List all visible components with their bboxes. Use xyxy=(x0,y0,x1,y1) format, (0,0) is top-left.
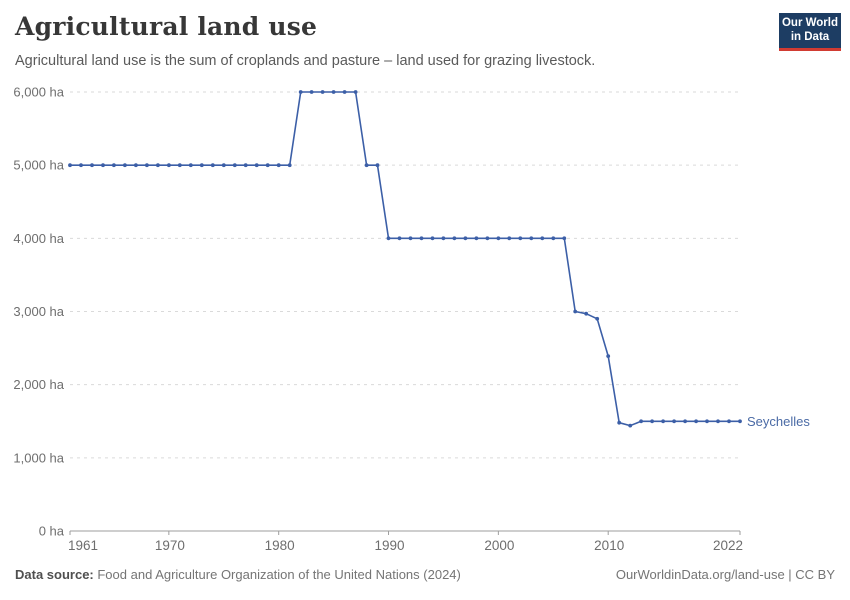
data-point[interactable] xyxy=(134,163,138,168)
data-point[interactable] xyxy=(364,163,369,168)
data-point[interactable] xyxy=(573,309,578,314)
data-point[interactable] xyxy=(430,236,435,241)
entity-label-seychelles[interactable]: Seychelles xyxy=(747,414,810,429)
data-point[interactable] xyxy=(386,236,391,241)
data-point[interactable] xyxy=(650,419,654,424)
data-point[interactable] xyxy=(716,419,720,424)
data-point[interactable] xyxy=(727,419,731,424)
y-tick-label: 2,000 ha xyxy=(13,377,64,392)
data-point[interactable] xyxy=(353,90,358,94)
data-point[interactable] xyxy=(496,236,501,241)
data-point[interactable] xyxy=(221,163,226,168)
x-tick-label: 1961 xyxy=(68,538,98,553)
data-point[interactable] xyxy=(309,90,314,94)
data-source-label: Data source: xyxy=(15,567,94,582)
x-tick-label: 1970 xyxy=(155,538,185,553)
data-point[interactable] xyxy=(156,163,160,168)
y-tick-label: 6,000 ha xyxy=(13,85,64,100)
data-point[interactable] xyxy=(79,163,83,168)
data-point[interactable] xyxy=(661,419,665,424)
y-tick-label: 1,000 ha xyxy=(13,450,64,465)
x-tick-label: 1980 xyxy=(265,538,295,553)
y-tick-label: 3,000 ha xyxy=(13,304,64,319)
y-tick-label: 5,000 ha xyxy=(13,158,64,173)
owid-credit-link[interactable]: OurWorldinData.org/land-use | CC BY xyxy=(615,567,835,582)
data-point[interactable] xyxy=(145,163,149,168)
data-point[interactable] xyxy=(474,236,479,241)
data-point[interactable] xyxy=(112,163,116,168)
data-point[interactable] xyxy=(375,163,380,168)
data-point[interactable] xyxy=(101,163,105,168)
data-point[interactable] xyxy=(320,90,325,94)
data-point[interactable] xyxy=(232,163,237,168)
y-tick-label: 4,000 ha xyxy=(13,231,64,246)
data-point[interactable] xyxy=(452,236,457,241)
data-point[interactable] xyxy=(397,236,402,241)
data-point[interactable] xyxy=(342,90,347,94)
x-tick-label: 1990 xyxy=(375,538,405,553)
data-point[interactable] xyxy=(617,420,622,425)
data-point[interactable] xyxy=(705,419,709,424)
data-point[interactable] xyxy=(419,236,424,241)
data-point[interactable] xyxy=(672,419,676,424)
data-point[interactable] xyxy=(199,163,204,168)
data-point[interactable] xyxy=(90,163,94,168)
x-tick-label: 2000 xyxy=(484,538,514,553)
data-point[interactable] xyxy=(287,163,292,168)
data-point[interactable] xyxy=(529,236,534,241)
data-point[interactable] xyxy=(683,419,687,424)
data-point[interactable] xyxy=(584,311,589,316)
data-point[interactable] xyxy=(628,423,633,428)
data-point[interactable] xyxy=(331,90,336,94)
data-point[interactable] xyxy=(210,163,215,168)
data-point[interactable] xyxy=(551,236,556,241)
data-point[interactable] xyxy=(595,316,600,321)
data-point[interactable] xyxy=(254,163,259,168)
owid-logo[interactable]: Our World in Data xyxy=(779,13,841,51)
data-point[interactable] xyxy=(507,236,512,241)
data-point[interactable] xyxy=(485,236,490,241)
data-point[interactable] xyxy=(441,236,446,241)
x-tick-label: 2010 xyxy=(594,538,624,553)
page-title: Agricultural land use xyxy=(15,12,318,41)
data-point[interactable] xyxy=(639,419,643,424)
data-point[interactable] xyxy=(408,236,413,241)
chart-subtitle: Agricultural land use is the sum of crop… xyxy=(15,53,596,69)
data-point[interactable] xyxy=(177,163,182,168)
data-point[interactable] xyxy=(518,236,523,241)
owid-logo-line1: Our World xyxy=(781,17,838,29)
data-source-note: Data source: Food and Agriculture Organi… xyxy=(15,567,461,582)
data-point[interactable] xyxy=(298,90,303,94)
data-point[interactable] xyxy=(738,419,742,424)
data-source-text: Food and Agriculture Organization of the… xyxy=(93,567,461,582)
data-point[interactable] xyxy=(68,163,72,168)
data-point[interactable] xyxy=(123,163,127,168)
data-point[interactable] xyxy=(167,163,171,168)
data-point[interactable] xyxy=(694,419,698,424)
data-point[interactable] xyxy=(265,163,270,168)
data-point[interactable] xyxy=(540,236,545,241)
y-tick-label: 0 ha xyxy=(39,524,65,539)
series-line-seychelles[interactable] xyxy=(70,91,740,427)
data-point[interactable] xyxy=(606,354,611,358)
data-point[interactable] xyxy=(463,236,468,241)
x-tick-label: 2022 xyxy=(713,538,743,553)
data-point[interactable] xyxy=(276,163,281,168)
data-point[interactable] xyxy=(243,163,248,168)
data-point[interactable] xyxy=(562,236,567,241)
chart-footer: Data source: Food and Agriculture Organi… xyxy=(15,567,835,582)
data-point[interactable] xyxy=(188,163,193,168)
owid-logo-line2: in Data xyxy=(790,30,830,43)
